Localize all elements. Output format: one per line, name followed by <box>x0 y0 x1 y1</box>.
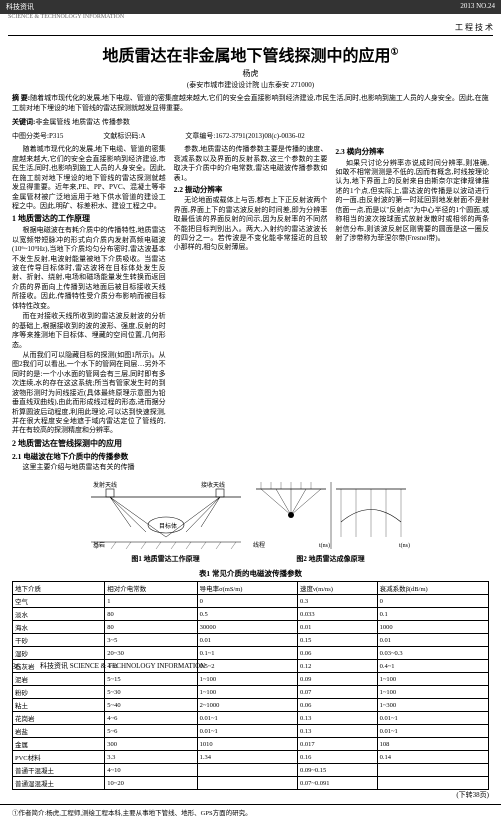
svg-text:目标体: 目标体 <box>159 522 177 530</box>
table-header: 相对介电常数 <box>105 582 197 595</box>
fig1-caption: 图1 地质雷达工作原理 <box>91 554 241 564</box>
column-1: 随着城市现代化的发展,地下电缆、管道的密集度越来越大,它们的安全会直接影响到经济… <box>12 145 166 473</box>
section-1: 1 地质雷达的工作原理 <box>12 214 166 225</box>
table-row: 空气100.30 <box>13 595 489 608</box>
footnote: ①作者简介:杨虎,工程师,测绘工程本科,主要从事地下管线、地形、GPS方面的研究… <box>0 804 501 819</box>
table-row: PVC材料3.31.340.160.14 <box>13 751 489 764</box>
footer-journal: 科技资讯 SCIENCE & TECHNOLOGY INFORMATION <box>40 661 205 671</box>
header-bar: 科技资讯 2013 NO.24 <box>0 0 501 14</box>
author: 杨虎 <box>0 68 501 79</box>
svg-text:线程: 线程 <box>253 541 265 549</box>
table-header: 速度ν(m/ns) <box>298 582 378 595</box>
svg-text:t(ns): t(ns) <box>399 542 410 549</box>
affiliation: (泰安市城市建设设计院 山东泰安 271000) <box>0 80 501 90</box>
fig2-caption: 图2 地质雷达成像原理 <box>251 554 411 564</box>
column-3: 2.3 横向分辨率 如果只讨论分辨率亦说成时间分辨率,则准确,如敢不相常测测是不… <box>335 145 489 473</box>
table-row: 粉砂5~301~1000.071~100 <box>13 686 489 699</box>
article-title: 地质雷达在非金属地下管线探测中的应用① <box>0 42 501 66</box>
table-row: 花岗岩4~60.01~10.130.01~1 <box>13 712 489 725</box>
table-1: 表1 常见介质的电磁波传播参数 地下介质相对介电常数导电率σ(mS/m)速度ν(… <box>0 568 501 790</box>
figures-row: 发射天线 接收天线 目标体 基岩 图1 地质雷达工作原理 <box>0 477 501 564</box>
figure-1: 发射天线 接收天线 目标体 基岩 图1 地质雷达工作原理 <box>91 477 241 564</box>
body-columns: 随着城市现代化的发展,地下电缆、管道的密集度越来越大,它们的安全会直接影响到经济… <box>0 145 501 473</box>
page-number: 36 <box>12 662 20 671</box>
continue-note: (下转38页) <box>0 790 501 800</box>
svg-text:t(ns): t(ns) <box>319 542 330 549</box>
table-row: 粘土5~402~10000.061~300 <box>13 699 489 712</box>
table-row: 普通干混凝土4~100.09~0.15 <box>13 764 489 777</box>
section-2: 2 地质雷达在管线探测中的应用 <box>12 439 166 450</box>
table-row: 淡水800.50.0330.1 <box>13 608 489 621</box>
section-2-2: 2.2 振动分辨率 <box>174 185 328 195</box>
journal-name: 科技资讯 <box>6 2 34 12</box>
category: 工 程 技 术 <box>0 20 501 35</box>
svg-text:接收天线: 接收天线 <box>201 481 225 489</box>
classification-row: 中图分类号:P315 文献标识码:A 文章编号:1672-3791(2013)0… <box>0 131 501 141</box>
abstract: 摘 要:随着城市现代化的发展,地下电缆、管道的密集度越来越大,它们的安全会直接影… <box>0 94 501 114</box>
table-header: 导电率σ(mS/m) <box>197 582 297 595</box>
table-title: 表1 常见介质的电磁波传播参数 <box>12 568 489 579</box>
section-2-3: 2.3 横向分辨率 <box>335 147 489 157</box>
table-header: 地下介质 <box>13 582 105 595</box>
table-row: 海水80300000.011000 <box>13 621 489 634</box>
table-header: 衰减系数β(dB/m) <box>377 582 488 595</box>
table-row: 岩盐5~60.01~10.130.01~1 <box>13 725 489 738</box>
keywords: 关键词:非金属管线 地质雷达 传播参数 <box>0 118 501 128</box>
svg-text:发射天线: 发射天线 <box>93 481 117 489</box>
issue-info: 2013 NO.24 <box>460 2 495 12</box>
table-row: 湿砂20~300.1~10.060.03~0.3 <box>13 647 489 660</box>
table-row: 干砂3~50.010.150.01 <box>13 634 489 647</box>
table-row: 金属30010100.017108 <box>13 738 489 751</box>
column-2: 参数,地质雷达的传播参数主要是传播的速度、衰减系数以及界面的反射系数,这三个参数… <box>174 145 328 473</box>
table-row: 普通湿混凝土10~200.07~0.091 <box>13 777 489 790</box>
parameters-table: 地下介质相对介电常数导电率σ(mS/m)速度ν(m/ns)衰减系数β(dB/m)… <box>12 581 489 790</box>
figure-2: 线程 t(ns) t(ns) 图2 地质雷达成像原理 <box>251 477 411 564</box>
section-2-1: 2.1 电磁波在地下介质中的传播参数 <box>12 452 166 462</box>
